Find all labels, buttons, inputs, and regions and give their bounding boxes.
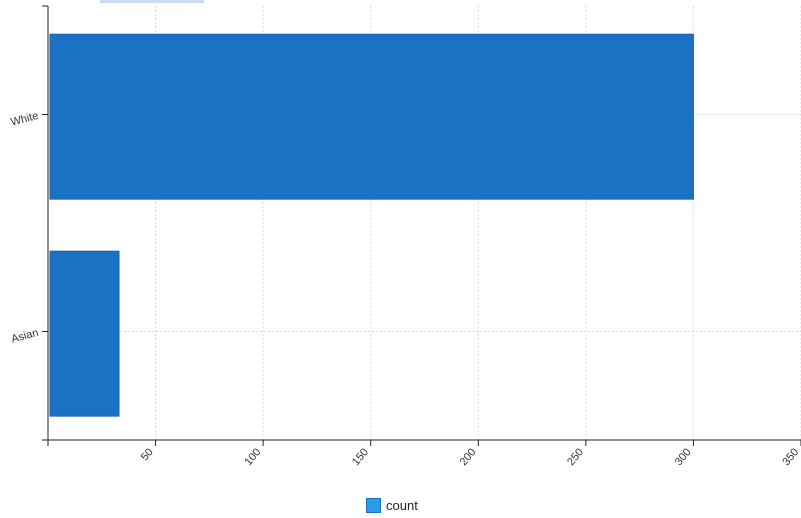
x-tick-label: 350 <box>780 446 801 468</box>
bar-white <box>49 33 694 200</box>
x-tick-label: 50 <box>139 446 156 463</box>
legend-label: count <box>386 498 418 513</box>
top-edge-artifact <box>100 0 204 3</box>
bar-asian <box>49 250 120 417</box>
y-tick-label: Asian <box>10 327 40 346</box>
x-tick-label: 200 <box>458 446 479 468</box>
y-tick-label: White <box>10 110 40 129</box>
legend: count <box>366 498 418 513</box>
x-tick-label: 250 <box>565 446 586 468</box>
x-tick-label: 300 <box>673 446 694 468</box>
x-tick-label: 100 <box>242 446 263 468</box>
legend-swatch <box>366 498 381 513</box>
x-tick-label: 150 <box>350 446 371 468</box>
bar-chart: White Asian 50 100 150 200 250 300 350 <box>10 5 801 468</box>
